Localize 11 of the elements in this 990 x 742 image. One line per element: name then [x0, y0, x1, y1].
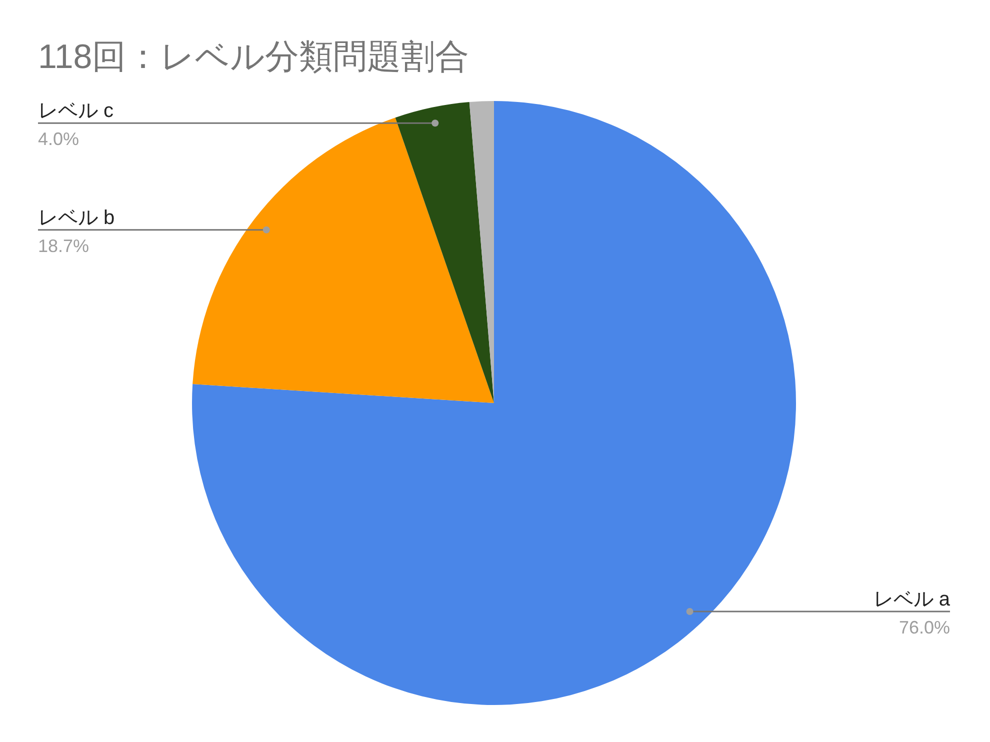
pie-slice: [469, 101, 494, 403]
pie-slice: [192, 118, 494, 403]
slice-label: レベル a: [873, 588, 951, 610]
slice-label: レベル c: [38, 100, 114, 122]
data-label: 76.0%: [898, 617, 950, 638]
chart-title: 118回：レベル分類問題割合: [38, 38, 470, 76]
pie-slice: [192, 101, 796, 705]
data-label: 4.0%: [38, 129, 80, 150]
pie-slice: [395, 102, 494, 403]
data-label: 18.7%: [38, 236, 90, 256]
slice-label: レベル b: [38, 206, 115, 229]
